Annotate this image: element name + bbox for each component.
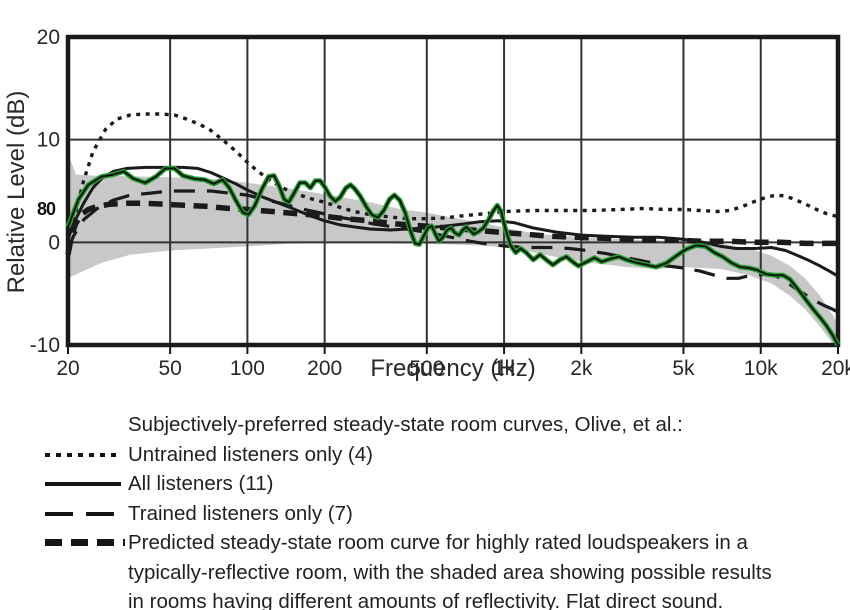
legend-label-line-2: typically-reflective room, with the shad… <box>128 560 772 584</box>
curves <box>65 112 841 347</box>
x-tick-label: 500 <box>409 357 444 380</box>
legend-item-trained: Trained listeners only (7) <box>45 499 845 529</box>
thick-dash-line-swatch <box>45 539 125 546</box>
legend-label: Untrained listeners only (4) <box>128 442 373 466</box>
y-tick-label: 20 <box>37 26 60 49</box>
solid-line-swatch <box>45 482 121 486</box>
legend-item-predicted: Predicted steady-state room curve for hi… <box>45 528 845 610</box>
plot-area <box>68 154 838 347</box>
x-tick-label: 50 <box>158 357 181 380</box>
legend-label: All listeners (11) <box>128 472 274 495</box>
curve-untrained-listeners <box>66 112 839 240</box>
x-tick-label: 2k <box>570 357 593 380</box>
legend-label-multiline: Predicted steady-state room curve for hi… <box>128 528 772 610</box>
x-tick-label: 20 <box>56 357 79 380</box>
y-tick-label: 10 <box>37 129 60 152</box>
x-tick-marks <box>67 347 839 354</box>
legend-label-line-3: in rooms having different amounts of ref… <box>128 590 724 610</box>
x-tick-label: 10k <box>744 357 778 380</box>
legend: Subjectively-preferred steady-state room… <box>45 410 845 610</box>
y-tick-label: -10 <box>30 334 60 357</box>
x-tick-label: 1k <box>493 357 516 380</box>
curve-predicted-room-curve <box>65 200 838 256</box>
y-tick-label: 0 <box>48 231 60 254</box>
y-axis-title: Relative Level (dB) <box>3 90 30 294</box>
plot-frame <box>65 34 841 348</box>
x-tick-label: 20k <box>821 357 850 380</box>
x-tick-label: 5k <box>672 357 695 380</box>
stray-axis-label-80: 80 <box>37 199 56 219</box>
legend-item-untrained: Untrained listeners only (4) <box>45 440 845 470</box>
legend-title: Subjectively-preferred steady-state room… <box>128 413 683 436</box>
long-dash-line-swatch <box>45 511 117 516</box>
dotted-line-swatch <box>45 452 121 457</box>
x-axis-title: Frequency (Hz) <box>370 355 536 382</box>
legend-label: Trained listeners only (7) <box>128 501 353 525</box>
x-tick-label: 200 <box>307 357 342 380</box>
shaded-area <box>68 154 838 347</box>
legend-label-line-1: Predicted steady-state room curve for hi… <box>128 531 748 554</box>
x-tick-label: 100 <box>230 357 265 380</box>
curve-measured-room-curve <box>67 167 839 346</box>
legend-item-all: All listeners (11) <box>45 469 845 499</box>
